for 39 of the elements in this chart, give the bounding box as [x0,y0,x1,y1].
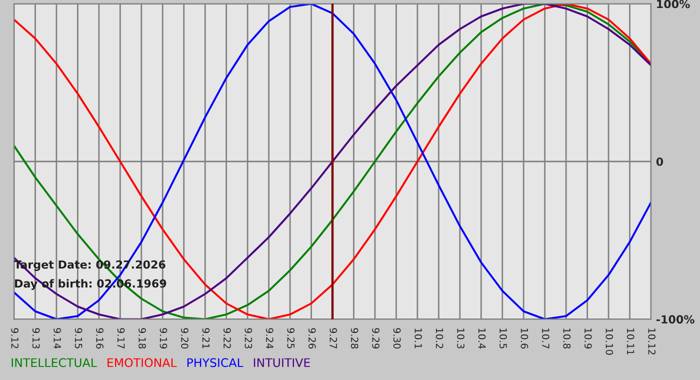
x-tick-label: 9.25 [287,328,295,348]
text: PHYSICAL [187,358,244,368]
x-tick-label: 9.27 [330,328,338,348]
x-tick-label: 9.16 [96,328,104,349]
x-tick-label: 9.29 [372,328,380,348]
x-tick-label: 10.2 [436,328,444,348]
x-tick-label: 10.3 [457,328,464,348]
x-tick-label: 9.19 [160,328,168,348]
x-tick-label: 9.21 [202,328,210,348]
x-tick-label: 9.17 [117,328,125,348]
x-tick-label: 10.7 [542,328,550,348]
x-tick-label: 9.24 [266,328,274,349]
y-tick-label: 100% [657,0,690,8]
x-tick-label: 9.22 [224,328,231,348]
x-tick-label: 10.10 [606,328,614,355]
x-tick-label: 10.6 [520,328,528,349]
x-tick-label: 10.8 [563,328,571,349]
x-tick-label: 9.13 [32,328,40,348]
x-tick-label: 10.12 [648,328,656,354]
y-tick-label: 0 [656,157,664,166]
x-tick-label: 9.23 [244,328,252,348]
x-tick-label: 10.9 [584,328,592,348]
x-tick-label: 9.28 [350,328,358,349]
x-tick-label: 9.12 [11,328,19,348]
x-tick-label: 9.15 [74,328,82,348]
x-tick-label: 9.14 [54,328,61,349]
y-tick-label: -100% [656,315,694,324]
x-tick-label: 9.30 [393,328,401,349]
text: EMOTIONAL [108,358,177,368]
text: INTUITIVE [254,358,310,368]
line-series [14,4,651,320]
x-tick-label: 10.5 [500,328,507,348]
x-tick-label: 10.1 [414,328,422,348]
x-tick-label: 9.26 [308,328,316,349]
x-tick-label: 9.20 [181,328,188,349]
x-tick-label: 9.18 [138,328,146,349]
text: INTELLECTUAL [12,358,97,368]
x-tick-label: 10.11 [626,328,634,354]
x-tick-label: 10.4 [478,328,486,349]
